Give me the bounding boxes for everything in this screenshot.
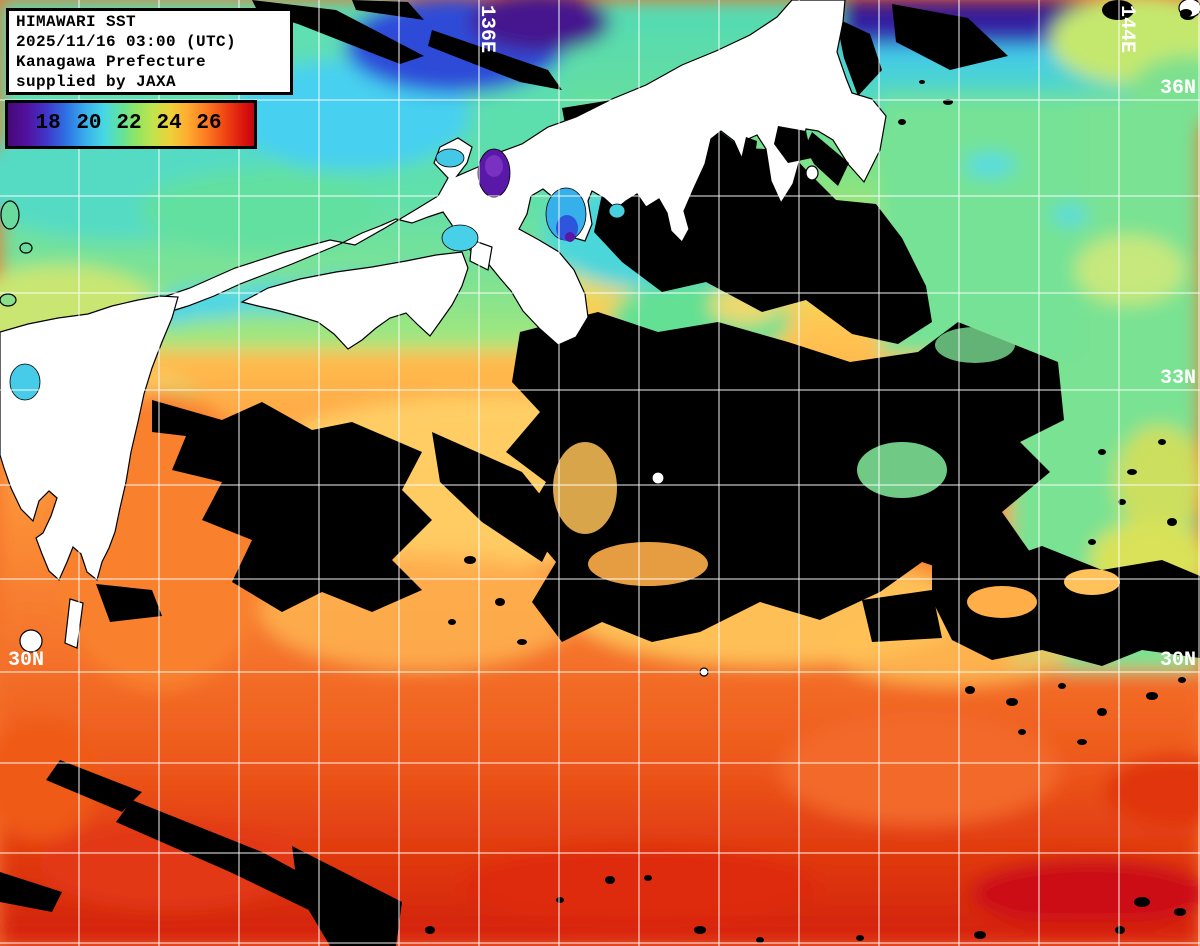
title-box: HIMAWARI SST 2025/11/16 03:00 (UTC) Kana… bbox=[6, 8, 293, 95]
map-source-label: supplied by JAXA bbox=[16, 73, 177, 91]
sagami-bay-mask bbox=[805, 132, 849, 186]
map-timestamp: 2025/11/16 03:00 (UTC) bbox=[16, 33, 237, 51]
latitude-label: 30N bbox=[8, 649, 44, 672]
latitude-label: 36N bbox=[1160, 77, 1196, 100]
map-region-label: Kanagawa Prefecture bbox=[16, 53, 207, 71]
kyushu-east-cloud-mass bbox=[152, 400, 432, 612]
awaji-island bbox=[469, 239, 493, 271]
colorbar-tick-label: 20 bbox=[76, 112, 102, 135]
shikoku-landmass bbox=[240, 251, 469, 350]
latitude-label: 33N bbox=[1160, 367, 1196, 390]
colorbar-tick-label: 18 bbox=[35, 112, 61, 135]
sst-colorbar-legend: 18 20 22 24 26 bbox=[5, 100, 257, 149]
corner-cloud-dot bbox=[1180, 9, 1192, 17]
bays-layer bbox=[9, 9, 1192, 401]
latlon-grid-labels: 136E 144E 36N 33N 30N 30N bbox=[8, 5, 1196, 672]
tsushima-island bbox=[0, 200, 20, 230]
suruga-bay-mask bbox=[741, 137, 757, 180]
iki-island bbox=[19, 242, 33, 254]
kyushu-landmass bbox=[0, 295, 179, 582]
map-title: HIMAWARI SST bbox=[16, 13, 137, 31]
hirado-island bbox=[0, 293, 17, 307]
colorbar-tick-label: 24 bbox=[156, 112, 182, 135]
latitude-label: 30N bbox=[1160, 649, 1196, 672]
mikawa-bay bbox=[608, 203, 626, 219]
colorbar-tick-label: 22 bbox=[116, 112, 142, 135]
yakushima-island bbox=[19, 629, 43, 653]
longitude-label: 144E bbox=[1115, 5, 1138, 53]
izu-oshima-island bbox=[805, 165, 819, 181]
osaka-bay bbox=[441, 224, 479, 252]
longitude-label: 136E bbox=[475, 5, 498, 53]
hachijojima-island bbox=[651, 471, 665, 485]
tokyo-bay-mask bbox=[774, 126, 812, 163]
cloud-speckles bbox=[425, 80, 1186, 943]
wakasa-bay bbox=[435, 148, 465, 168]
colorbar-tick-label: 26 bbox=[196, 112, 222, 135]
omura-bay bbox=[9, 363, 41, 401]
